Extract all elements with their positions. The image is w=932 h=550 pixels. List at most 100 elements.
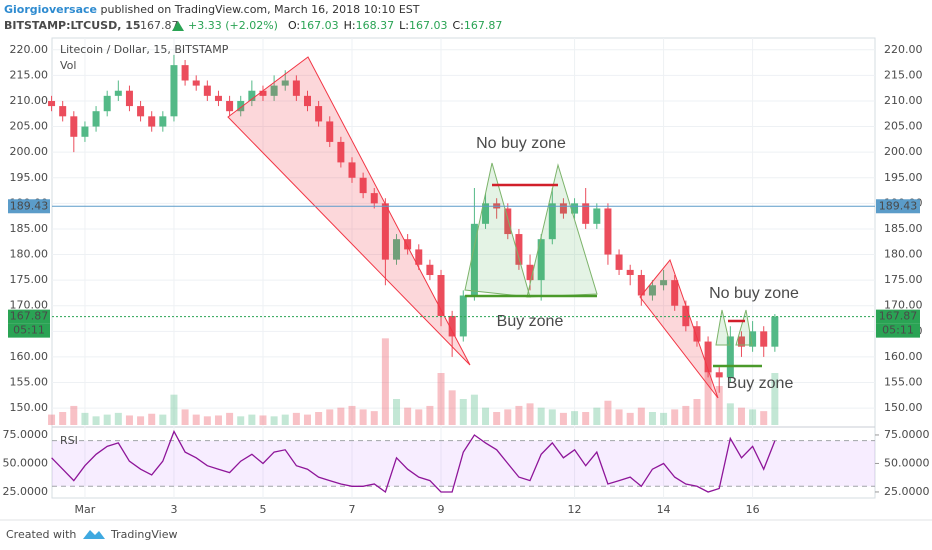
logo — [83, 530, 105, 539]
y-tick-label: 25.0000 — [884, 485, 930, 498]
candle-body — [693, 326, 701, 342]
rsi-line — [51, 429, 776, 494]
triangle — [464, 162, 531, 298]
y-tick-label: 215.00 — [884, 68, 923, 81]
candle-body — [337, 141, 345, 163]
volume-bar — [292, 412, 300, 425]
volume-bar — [59, 412, 67, 425]
price-box — [876, 199, 920, 214]
candle-body — [181, 65, 189, 81]
volume-bar — [504, 409, 512, 425]
volume-bar — [737, 407, 745, 425]
volume-bar — [159, 414, 167, 425]
volume-bar — [315, 412, 323, 425]
wedge — [639, 258, 719, 399]
y-tick-label: 160.00 — [10, 350, 49, 363]
candle-body — [170, 65, 178, 117]
candle-body — [404, 239, 412, 250]
volume-bar — [648, 412, 656, 425]
volume-bar — [571, 411, 579, 425]
candle-body — [504, 208, 512, 235]
price-label: 189.43 — [10, 199, 49, 212]
volume-bar — [682, 405, 690, 425]
candle-body — [226, 100, 234, 112]
candle-body — [59, 106, 67, 117]
volume-bar — [270, 416, 278, 425]
candle-body — [237, 100, 245, 112]
candle-body — [448, 315, 456, 337]
y-tick-label: 185.00 — [884, 222, 923, 235]
x-tick-label: Mar — [75, 503, 96, 516]
candle-body — [393, 239, 401, 260]
change: +3.33 (+2.02%) — [188, 19, 278, 32]
volume-bar — [281, 414, 289, 425]
pane-title: Litecoin / Dollar, 15, BITSTAMP — [60, 43, 229, 56]
volume-bar — [70, 405, 78, 425]
candle-body — [459, 295, 467, 337]
candle-body — [203, 85, 211, 96]
volume-bar — [693, 399, 701, 425]
y-tick-label: 220.00 — [10, 43, 49, 56]
y-tick-label: 160.00 — [884, 350, 923, 363]
price-box — [8, 199, 50, 214]
price-box — [876, 309, 920, 324]
candle-body — [715, 372, 723, 378]
y-tick-label: 195.00 — [884, 171, 923, 184]
volume-bar — [493, 412, 501, 425]
volume-bar — [192, 414, 200, 425]
candle-body — [426, 264, 434, 276]
volume-bar — [148, 413, 156, 425]
y-tick-label: 25.0000 — [3, 485, 49, 498]
candle-body — [192, 80, 200, 86]
price-label: 167.87 — [879, 310, 918, 323]
candle-body — [148, 116, 156, 127]
x-tick-label: 9 — [438, 503, 445, 516]
volume-bar — [715, 386, 723, 425]
candles — [48, 54, 779, 393]
price-label: 05:11 — [882, 324, 914, 337]
y-tick-label: 195.00 — [10, 171, 49, 184]
pane-border — [51, 37, 876, 499]
volume-bar — [359, 409, 367, 425]
candle-body — [159, 116, 167, 127]
triangle — [715, 309, 731, 346]
author[interactable]: Giorgioversace — [4, 3, 97, 16]
y-tick-label: 50.0000 — [3, 456, 49, 469]
y-tick-label: 210.00 — [884, 94, 923, 107]
annotation: No buy zone — [709, 285, 799, 302]
ohlc-value: 168.37 — [356, 19, 395, 32]
triangle — [735, 309, 753, 346]
up-arrow — [172, 21, 184, 31]
candle-body — [214, 95, 222, 101]
volume-bar — [526, 403, 534, 425]
candle-body — [548, 203, 556, 240]
volume-bar — [637, 407, 645, 425]
y-tick-label: 205.00 — [10, 120, 49, 133]
volume-bar — [337, 407, 345, 425]
volume-bar — [582, 412, 590, 425]
volume-bar — [170, 394, 178, 425]
x-tick-label: 16 — [746, 503, 760, 516]
brand[interactable]: TradingView — [110, 528, 177, 541]
volume-bar — [626, 412, 634, 425]
ohlc-value: 167.03 — [409, 19, 448, 32]
price-box — [8, 323, 50, 338]
volume-bar — [114, 412, 122, 425]
header-ohlc: +3.33 (+2.02%) O:167.03 H:168.37 L:167.03 C:… — [188, 19, 502, 32]
volume-bar — [48, 414, 56, 425]
candle-body — [615, 254, 623, 270]
volume-bar — [259, 415, 267, 425]
rsi-band — [52, 440, 875, 487]
x-tick-label: 14 — [657, 503, 671, 516]
candle-body — [526, 264, 534, 281]
candle-body — [259, 90, 267, 96]
candle-body — [248, 90, 256, 101]
drawings: No buy zone Buy zone No buy zone Buy zon… — [227, 56, 799, 399]
header-price: 167.87 — [140, 19, 179, 32]
y-tick-label: 175.00 — [884, 273, 923, 286]
volume-bar — [303, 414, 311, 425]
volume-bar — [749, 409, 757, 425]
ohlc-label: C: — [452, 19, 463, 32]
candle-body — [125, 90, 133, 107]
volume-bar — [437, 373, 445, 425]
